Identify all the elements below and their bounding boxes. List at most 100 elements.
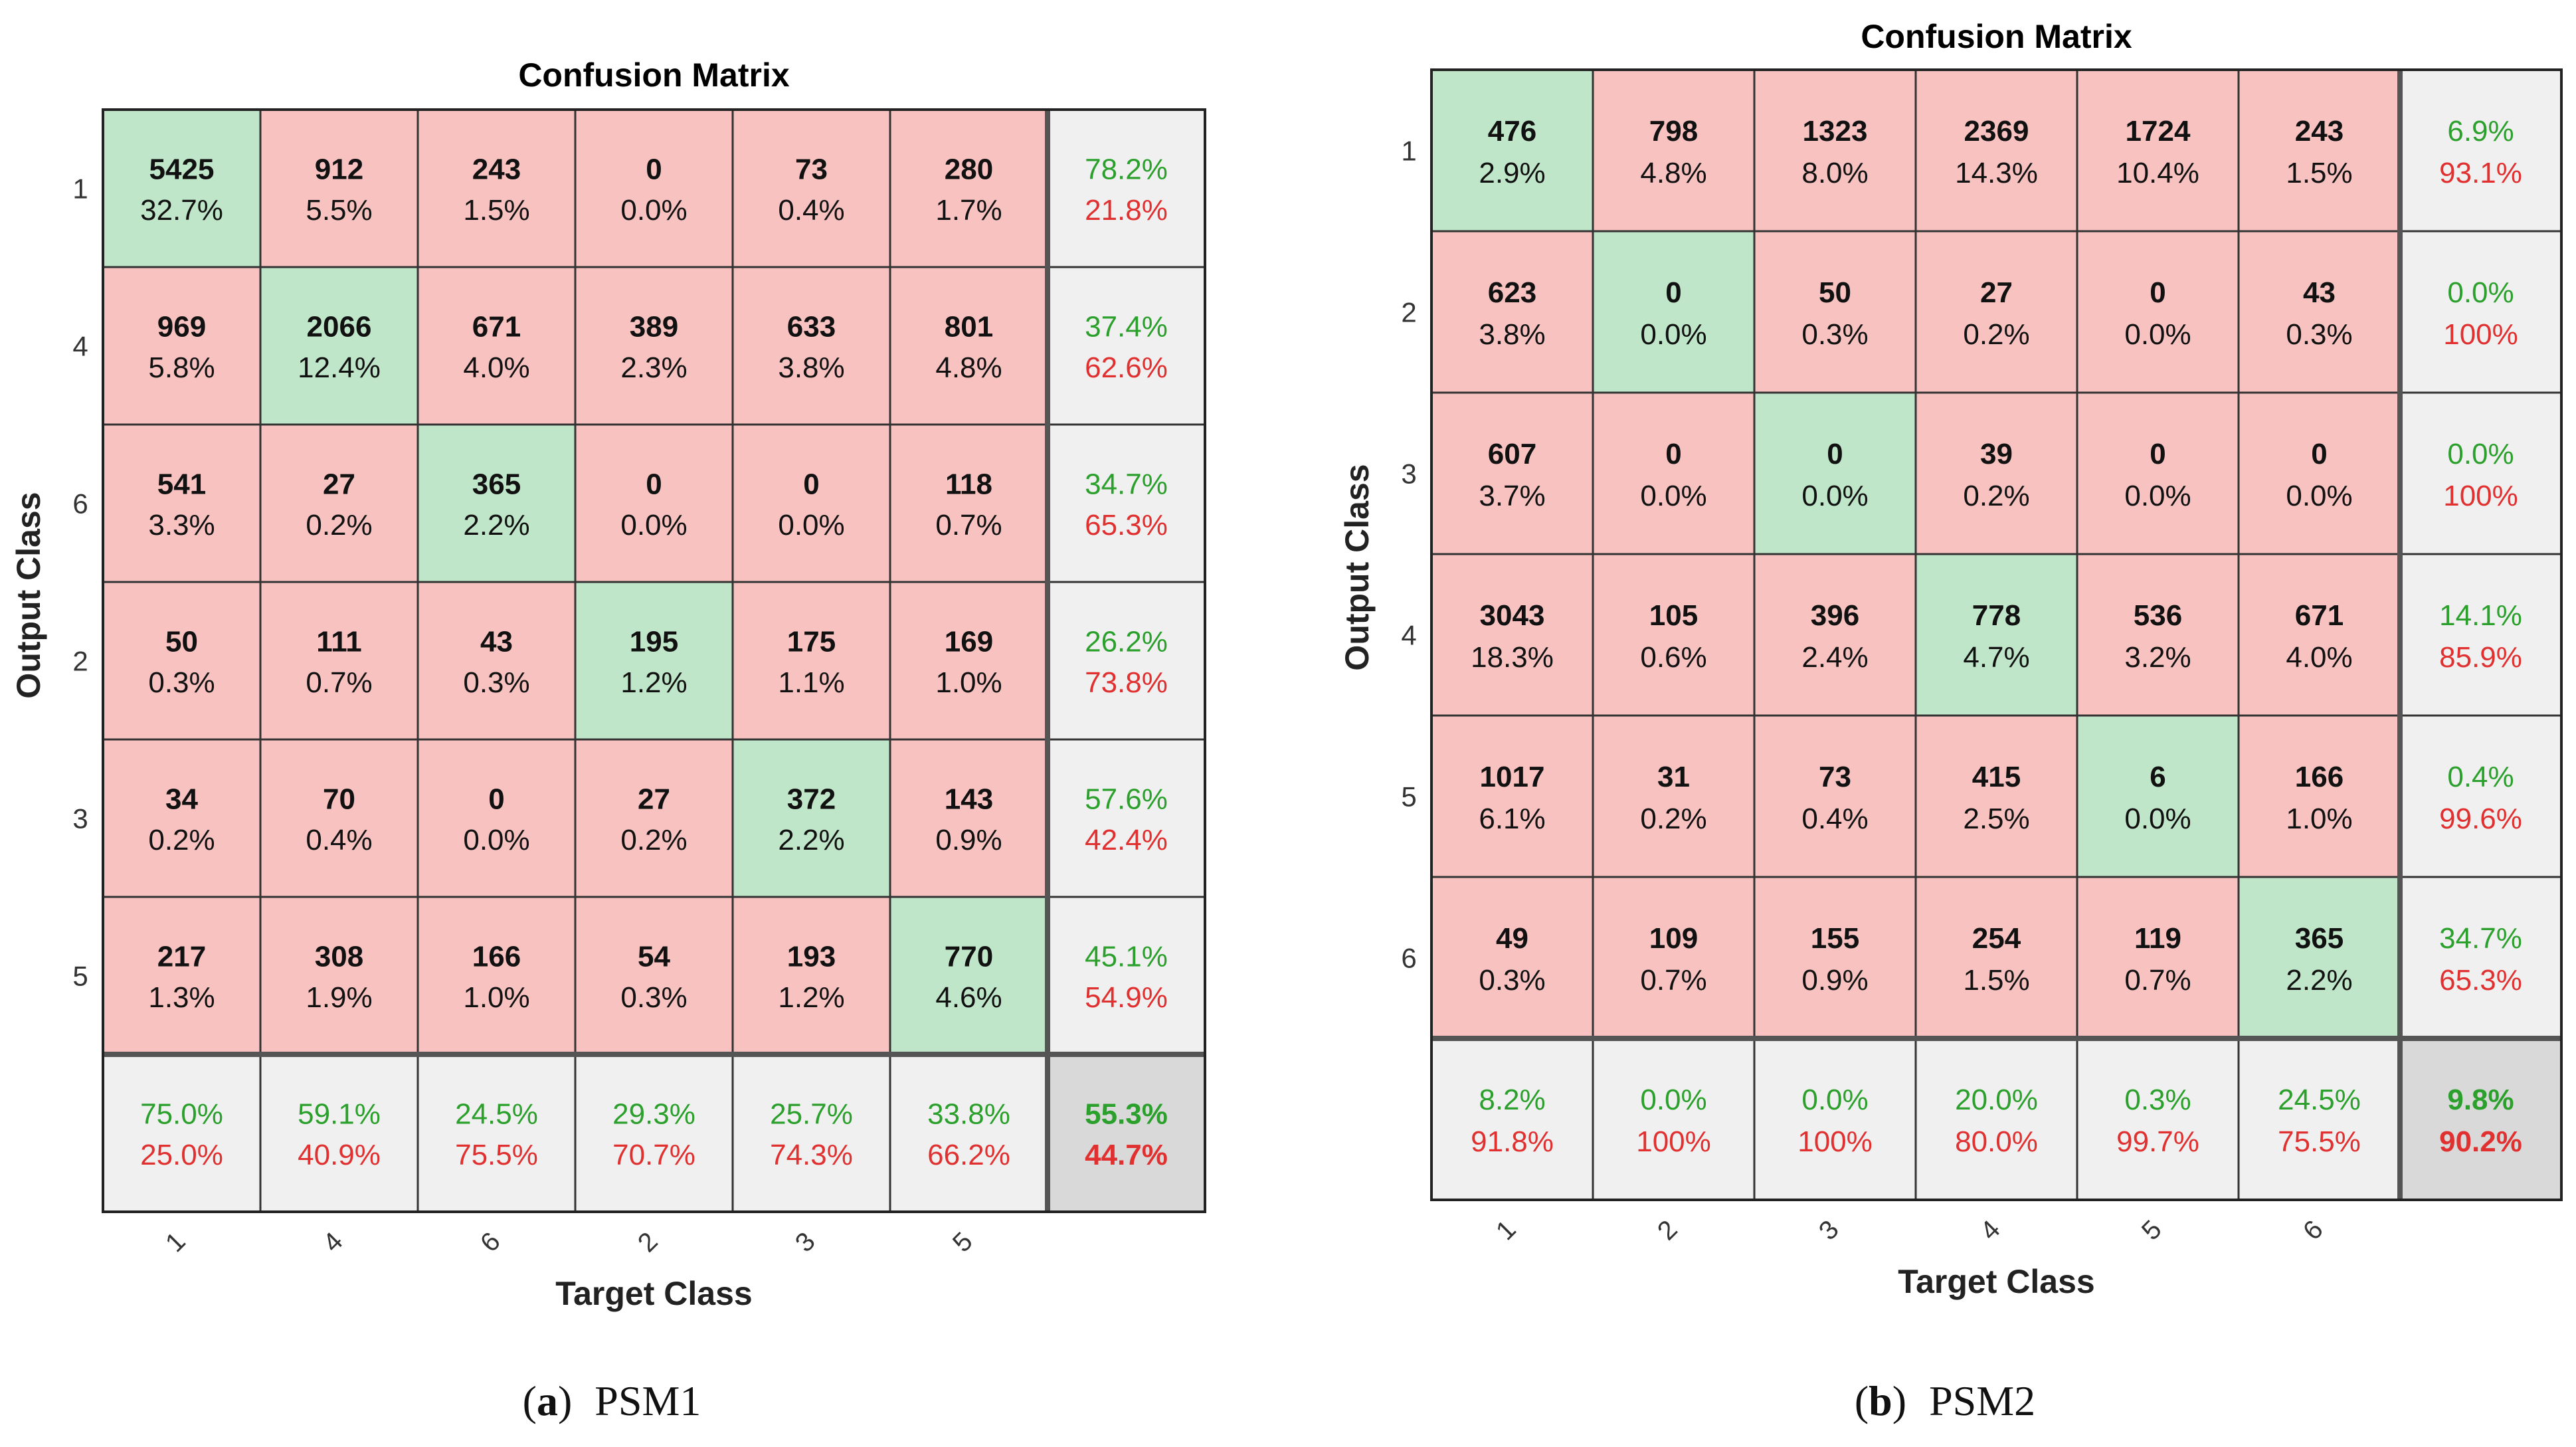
summary-cell-bg	[1046, 108, 1206, 268]
error-value: 93.1%	[2439, 157, 2522, 189]
matrix-cell: 0 0.0%	[731, 423, 891, 583]
correct-cell-bg	[2237, 876, 2401, 1040]
recall-value: 0.0%	[1640, 1084, 1706, 1116]
cell-percent: 0.7%	[1640, 964, 1706, 997]
matrix-cell: 607 3.7%	[1430, 391, 1594, 555]
y-tick-label: 4	[72, 331, 88, 362]
row-summary-cell: 26.2% 73.8%	[1046, 581, 1206, 741]
summary-cell-bg	[2399, 68, 2563, 233]
wrong-cell-bg	[731, 581, 891, 741]
x-tick-label: 6	[2298, 1214, 2329, 1246]
wrong-cell-bg	[889, 423, 1049, 583]
cell-percent: 3.7%	[1479, 480, 1545, 512]
matrix-cell: 308 1.9%	[259, 896, 419, 1056]
wrong-cell-bg	[416, 896, 577, 1056]
matrix-cell: 770 4.6%	[889, 896, 1049, 1056]
summary-cell-bg	[102, 1053, 262, 1213]
cell-count: 143	[945, 783, 993, 815]
cell-count: 0	[646, 468, 662, 500]
cell-percent: 4.7%	[1963, 641, 2029, 674]
cell-percent: 3.3%	[148, 509, 215, 541]
cell-count: 70	[323, 783, 355, 815]
cell-count: 623	[1488, 276, 1536, 309]
cell-percent: 4.8%	[935, 351, 1002, 384]
cell-count: 54	[638, 940, 670, 973]
wrong-cell-bg	[1914, 391, 2078, 555]
wrong-cell-bg	[416, 266, 577, 426]
matrix-cell: 280 1.7%	[889, 108, 1049, 268]
cell-count: 39	[1980, 438, 2013, 470]
y-tick-label: 1	[1401, 136, 1416, 167]
cell-count: 671	[2295, 599, 2344, 632]
chart-title: Confusion Matrix	[1861, 18, 2132, 55]
cell-count: 778	[1972, 599, 2021, 632]
wrong-cell-bg	[102, 581, 262, 741]
cell-count: 50	[1819, 276, 1851, 309]
cell-count: 34	[165, 783, 198, 815]
cell-percent: 0.9%	[935, 824, 1002, 856]
matrix-cell: 39 0.2%	[1914, 391, 2078, 555]
cell-count: 798	[1649, 115, 1698, 147]
row-summary-cell: 0.0% 100%	[2399, 230, 2563, 394]
matrix-cells: 476 2.9% 798 4.8% 1323 8.0% 2369 14.3% 1724 10.4%…	[1430, 68, 2563, 1201]
confusion-matrix-psm2: Confusion Matrix Target Class Output Cla…	[1338, 18, 2563, 1424]
recall-value: 75.0%	[140, 1098, 223, 1130]
cell-count: 31	[1657, 761, 1690, 793]
cell-percent: 4.8%	[1640, 157, 1706, 189]
row-summary-cell: 34.7% 65.3%	[1046, 423, 1206, 583]
cell-count: 1323	[1803, 115, 1868, 147]
cell-count: 0	[1665, 276, 1681, 309]
cell-count: 912	[315, 153, 363, 185]
matrix-cell: 0 0.0%	[2076, 230, 2240, 394]
cell-percent: 4.6%	[935, 981, 1002, 1014]
wrong-cell-bg	[259, 108, 419, 268]
wrong-cell-bg	[2237, 391, 2401, 555]
cell-count: 109	[1649, 922, 1698, 955]
wrong-cell-bg	[574, 108, 734, 268]
matrix-cell: 0 0.0%	[1753, 391, 1917, 555]
error-value: 85.9%	[2439, 641, 2522, 674]
correct-cell-bg	[1914, 553, 2078, 717]
cell-count: 801	[945, 310, 993, 343]
cell-percent: 0.4%	[1801, 803, 1868, 835]
error-value: 73.8%	[1085, 666, 1168, 699]
matrix-cell: 6 0.0%	[2076, 714, 2240, 878]
cell-percent: 18.3%	[1471, 641, 1554, 674]
matrix-cell: 1017 6.1%	[1430, 714, 1594, 878]
cell-count: 541	[157, 468, 206, 500]
col-summary-cell: 8.2% 91.8%	[1430, 1037, 1594, 1201]
matrix-cell: 969 5.8%	[102, 266, 262, 426]
wrong-cell-bg	[2237, 68, 2401, 233]
matrix-cell: 2066 12.4%	[259, 266, 419, 426]
cell-count: 308	[315, 940, 363, 973]
summary-cell-bg	[2399, 876, 2563, 1040]
overall-error: 90.2%	[2439, 1125, 2522, 1158]
wrong-cell-bg	[889, 738, 1049, 898]
summary-cell-bg	[2399, 391, 2563, 555]
error-value: 99.6%	[2439, 803, 2522, 835]
matrix-cell: 0 0.0%	[416, 738, 577, 898]
matrix-cell: 27 0.2%	[1914, 230, 2078, 394]
col-summary-cell: 24.5% 75.5%	[2237, 1037, 2401, 1201]
cell-percent: 0.3%	[2286, 318, 2352, 351]
col-summary-cell: 0.3% 99.7%	[2076, 1037, 2240, 1201]
x-tick-label: 1	[1491, 1214, 1522, 1246]
x-tick-label: 2	[632, 1226, 664, 1258]
error-value: 100%	[1797, 1125, 1873, 1158]
wrong-cell-bg	[889, 266, 1049, 426]
overall-accuracy: 9.8%	[2447, 1084, 2514, 1116]
summary-cell-bg	[1046, 423, 1206, 583]
wrong-cell-bg	[1592, 68, 1756, 233]
error-value: 25.0%	[140, 1139, 223, 1171]
error-value: 42.4%	[1085, 824, 1168, 856]
summary-cell-bg	[259, 1053, 419, 1213]
recall-value: 59.1%	[298, 1098, 381, 1130]
recall-value: 24.5%	[2278, 1084, 2361, 1116]
x-tick-label: 6	[475, 1226, 506, 1258]
matrix-cell: 0 0.0%	[574, 108, 734, 268]
cell-percent: 0.0%	[620, 509, 687, 541]
confusion-matrix-psm1: Confusion Matrix Target Class Output Cla…	[10, 56, 1206, 1424]
matrix-cell: 0 0.0%	[2237, 391, 2401, 555]
precision-value: 34.7%	[2439, 922, 2522, 955]
wrong-cell-bg	[259, 896, 419, 1056]
